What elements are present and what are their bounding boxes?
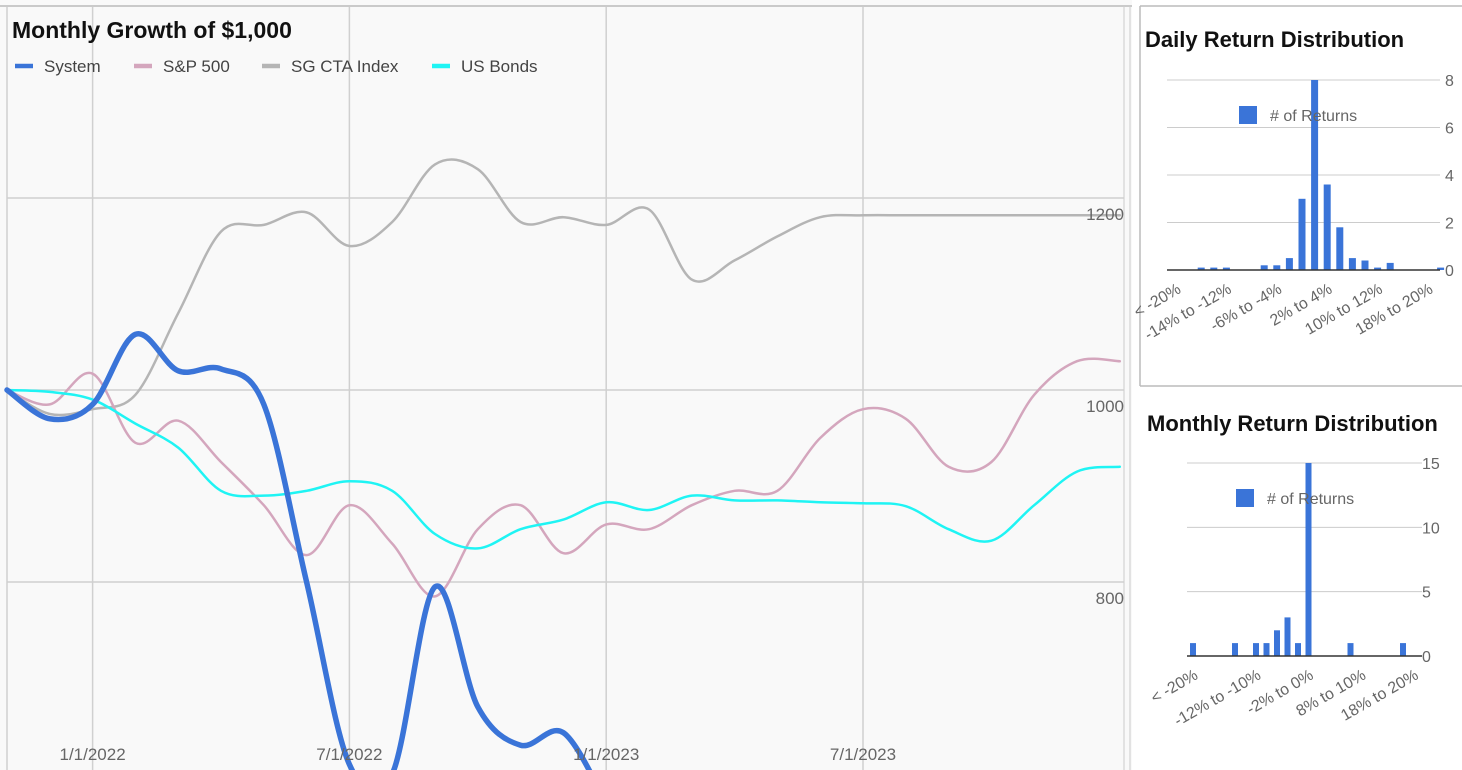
- legend-item-us-bonds[interactable]: US Bonds: [432, 57, 538, 76]
- x-tick-label: 1/1/2023: [573, 745, 639, 764]
- histogram-bar: [1210, 267, 1218, 270]
- histogram-bar: [1348, 258, 1356, 270]
- histogram-bar: [1347, 643, 1354, 656]
- histogram-bar: [1386, 262, 1394, 270]
- y-tick-label: 6: [1445, 121, 1454, 138]
- histogram-bar: [1298, 198, 1306, 271]
- y-tick-label: 0: [1445, 263, 1454, 280]
- histogram-bar: [1437, 267, 1445, 270]
- legend-label: System: [44, 57, 101, 76]
- monthly-return-panel: Monthly Return Distribution 0 5 10 15 # of R…: [1132, 388, 1462, 770]
- histogram-bar: [1260, 265, 1268, 271]
- monthly-growth-panel: 1/1/2022 7/1/2022 1/1/2023 7/1/2023 800 1000 1…: [0, 0, 1132, 770]
- legend-item-s-p-500[interactable]: S&P 500: [134, 57, 230, 76]
- y-tick-label: 4: [1445, 168, 1454, 185]
- histogram-bar: [1263, 643, 1270, 656]
- legend: System S&P 500 SG CTA Index US Bonds: [15, 57, 538, 76]
- y-tick-label: 10: [1422, 520, 1440, 537]
- legend-item[interactable]: # of Returns: [1239, 106, 1357, 125]
- series-line-sg-cta-index: [5, 158, 1122, 417]
- legend-swatch: [1239, 106, 1257, 124]
- y-tick-label: 15: [1422, 456, 1440, 473]
- monthly-title: Monthly Return Distribution: [1147, 411, 1438, 436]
- y-tick-label: 1000: [1086, 397, 1124, 416]
- legend-label: # of Returns: [1270, 108, 1357, 125]
- monthly-growth-chart: 1/1/2022 7/1/2022 1/1/2023 7/1/2023 800 1000 1…: [0, 0, 1132, 770]
- histogram-bar: [1190, 643, 1196, 656]
- axis-ticks: 1/1/2022 7/1/2022 1/1/2023 7/1/2023 800 1000 1…: [60, 205, 1124, 764]
- gridlines: [6, 7, 1124, 770]
- histogram-bar: [1336, 227, 1344, 271]
- y-tick-label: 800: [1096, 589, 1124, 608]
- histogram-bar: [1311, 80, 1319, 270]
- y-tick-label: 2: [1445, 216, 1454, 233]
- histogram-bar: [1374, 267, 1382, 270]
- series-line-us-bonds: [5, 388, 1122, 550]
- legend-item-sg-cta-index[interactable]: SG CTA Index: [262, 57, 399, 76]
- histogram-bar: [1197, 267, 1205, 270]
- histogram-bar: [1274, 630, 1280, 656]
- x-tick-label: 7/1/2022: [316, 745, 382, 764]
- legend-item-system[interactable]: System: [15, 57, 101, 76]
- daily-return-panel: Daily Return Distribution 0 2 4 6 8 # of Retu…: [1132, 0, 1462, 388]
- daily-return-chart: Daily Return Distribution 0 2 4 6 8 # of Retu…: [1132, 5, 1462, 387]
- y-tick-label: 5: [1422, 585, 1431, 602]
- x-tick-label: 7/1/2023: [830, 745, 896, 764]
- histogram-bar: [1400, 643, 1406, 656]
- histogram-bar: [1323, 184, 1331, 270]
- series-line-system: [4, 331, 593, 770]
- legend-label: # of Returns: [1267, 491, 1354, 508]
- series-line-s-p-500: [5, 357, 1122, 598]
- histogram-bar: [1361, 260, 1369, 270]
- histogram-bar: [1305, 463, 1312, 656]
- legend-label: S&P 500: [163, 57, 230, 76]
- legend-label: SG CTA Index: [291, 57, 399, 76]
- histogram-bar: [1253, 643, 1259, 656]
- chart-title: Monthly Growth of $1,000: [12, 17, 292, 43]
- legend-item[interactable]: # of Returns: [1236, 489, 1354, 508]
- monthly-return-chart: Monthly Return Distribution 0 5 10 15 # of R…: [1147, 411, 1440, 730]
- daily-title: Daily Return Distribution: [1145, 27, 1404, 52]
- histogram-bar: [1295, 643, 1301, 656]
- histogram-bar: [1284, 617, 1291, 656]
- legend-label: US Bonds: [461, 57, 538, 76]
- histogram-bar: [1273, 265, 1281, 271]
- chart-background: [0, 0, 1132, 770]
- legend-swatch: [1236, 489, 1254, 507]
- histogram-bar: [1222, 267, 1230, 270]
- histogram-bar: [1232, 643, 1238, 656]
- x-tick-label: < -20%: [1148, 667, 1201, 707]
- y-tick-label: 8: [1445, 73, 1454, 90]
- y-tick-label: 1200: [1086, 205, 1124, 224]
- series-lines: [4, 158, 1122, 770]
- y-tick-label: 0: [1422, 649, 1431, 666]
- x-tick-label: 1/1/2022: [60, 745, 126, 764]
- histogram-bar: [1285, 258, 1293, 270]
